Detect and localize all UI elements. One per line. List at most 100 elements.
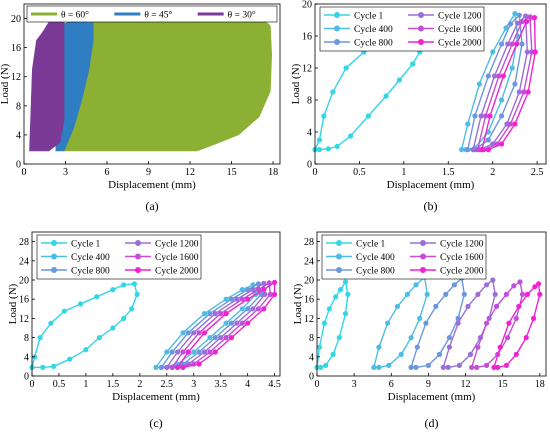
x-tick-label: 0 bbox=[22, 167, 27, 178]
data-point-2-5 bbox=[404, 291, 410, 297]
y-tick-label: 16 bbox=[11, 43, 21, 54]
data-point-2-12 bbox=[386, 362, 392, 368]
data-point-1-19 bbox=[334, 143, 340, 149]
y-axis-label: Load (N) bbox=[0, 63, 11, 104]
x-tick-label: 1.5 bbox=[107, 379, 120, 390]
data-point-3-6 bbox=[516, 12, 522, 18]
data-point-4-1 bbox=[164, 364, 170, 370]
data-point-6-1 bbox=[479, 147, 485, 153]
y-tick-label: 20 bbox=[19, 276, 29, 287]
data-point-1-7 bbox=[94, 294, 100, 300]
legend-marker bbox=[334, 25, 340, 32]
data-point-1-21 bbox=[316, 147, 322, 153]
data-point-2-6 bbox=[239, 287, 245, 293]
data-point-3-8 bbox=[258, 291, 264, 297]
data-point-3-9 bbox=[245, 306, 251, 312]
data-point-1-12 bbox=[129, 306, 135, 312]
data-point-1-8 bbox=[345, 291, 351, 297]
y-tick-label: 20 bbox=[302, 0, 312, 11]
y-tick-label: 12 bbox=[304, 314, 314, 325]
chart-panel-4: 0 3 6 9 12 15 18 0 4 8 12 16 20 24 28 Displacement (mm)… bbox=[292, 231, 547, 430]
legend-marker bbox=[51, 267, 57, 273]
data-point-1-13 bbox=[121, 315, 127, 321]
legend-marker bbox=[135, 240, 141, 246]
data-point-5-7 bbox=[266, 280, 272, 286]
data-point-6-3 bbox=[500, 73, 506, 79]
y-axis-label: Load (N) bbox=[290, 63, 302, 104]
y-tick-label: 16 bbox=[302, 32, 312, 43]
legend: Cycle 1 Cycle 400 Cycle 800 Cycle 1200 Cycle… bbox=[36, 234, 202, 280]
y-tick-label: 12 bbox=[19, 314, 29, 325]
legend-marker bbox=[135, 253, 141, 260]
data-point-6-1 bbox=[491, 364, 497, 370]
data-point-5-6 bbox=[527, 14, 533, 20]
data-point-4-11 bbox=[218, 335, 224, 341]
x-tick-label: 15 bbox=[498, 379, 508, 390]
data-point-5-2 bbox=[475, 344, 481, 350]
data-point-6-9 bbox=[261, 306, 267, 312]
y-tick-label: 16 bbox=[304, 295, 314, 306]
series-area-1 bbox=[63, 10, 273, 152]
data-point-5-4 bbox=[218, 311, 224, 317]
data-point-2-4 bbox=[201, 311, 208, 317]
data-point-1-12 bbox=[323, 362, 329, 368]
data-point-2-5 bbox=[223, 296, 229, 302]
x-axis-label: Displacement (mm) bbox=[108, 179, 196, 191]
series-line-3 bbox=[466, 13, 523, 151]
y-tick-label: 0 bbox=[307, 160, 312, 171]
plot-frame bbox=[31, 231, 281, 377]
data-point-1-9 bbox=[342, 311, 349, 317]
data-point-5-5 bbox=[503, 291, 509, 297]
data-point-3-4 bbox=[433, 303, 439, 309]
data-point-1-3 bbox=[321, 320, 327, 326]
data-point-6-4 bbox=[223, 311, 229, 317]
y-tick-label: 4 bbox=[24, 352, 29, 363]
data-point-5-9 bbox=[255, 306, 261, 312]
legend-entry-label: Cycle 2000 bbox=[440, 267, 484, 277]
x-tick-label: 1.5 bbox=[442, 167, 455, 178]
data-point-1-14 bbox=[410, 61, 416, 67]
data-point-5-3 bbox=[496, 73, 502, 79]
data-point-4-13 bbox=[445, 364, 451, 370]
data-point-3-8 bbox=[461, 291, 467, 297]
series-line-1 bbox=[31, 283, 138, 369]
data-point-4-10 bbox=[234, 320, 240, 326]
x-tick-label: 4.5 bbox=[268, 379, 281, 390]
data-point-2-9 bbox=[499, 97, 505, 103]
data-point-2-9 bbox=[417, 315, 423, 321]
legend-entry-label: θ = 30° bbox=[228, 10, 256, 21]
data-point-3-3 bbox=[185, 330, 191, 336]
data-point-4-1 bbox=[470, 147, 476, 153]
y-tick-label: 0 bbox=[309, 372, 314, 383]
data-point-3-12 bbox=[196, 349, 202, 355]
data-point-3-1 bbox=[465, 147, 471, 153]
data-point-4-4 bbox=[465, 303, 471, 309]
data-point-4-5 bbox=[234, 296, 240, 302]
data-point-2-9 bbox=[239, 306, 245, 312]
data-point-5-4 bbox=[493, 303, 500, 309]
data-point-1-4 bbox=[330, 89, 336, 95]
data-point-5-2 bbox=[483, 113, 489, 119]
data-point-2-13 bbox=[376, 364, 382, 370]
y-tick-label: 4 bbox=[307, 128, 312, 139]
legend-entry-label: Cycle 400 bbox=[356, 253, 395, 263]
panel-label: (a) bbox=[145, 199, 158, 213]
data-point-4-7 bbox=[524, 49, 530, 55]
data-point-3-10 bbox=[446, 335, 452, 341]
y-tick-label: 16 bbox=[19, 295, 29, 306]
data-point-5-1 bbox=[469, 364, 475, 370]
data-point-6-7 bbox=[536, 281, 542, 287]
data-point-5-13 bbox=[474, 364, 480, 370]
legend-entry-label: Cycle 400 bbox=[354, 25, 393, 35]
legend-marker bbox=[418, 12, 424, 18]
data-point-6-5 bbox=[523, 19, 530, 25]
data-point-2-12 bbox=[191, 349, 197, 355]
data-point-1-19 bbox=[40, 364, 46, 370]
data-point-5-11 bbox=[223, 335, 229, 341]
data-point-1-7 bbox=[342, 279, 349, 285]
legend-marker bbox=[51, 253, 57, 260]
data-point-6-12 bbox=[212, 349, 218, 355]
data-point-1-16 bbox=[83, 347, 89, 353]
legend-entry-label: Cycle 800 bbox=[356, 267, 395, 277]
data-point-6-9 bbox=[531, 315, 537, 321]
